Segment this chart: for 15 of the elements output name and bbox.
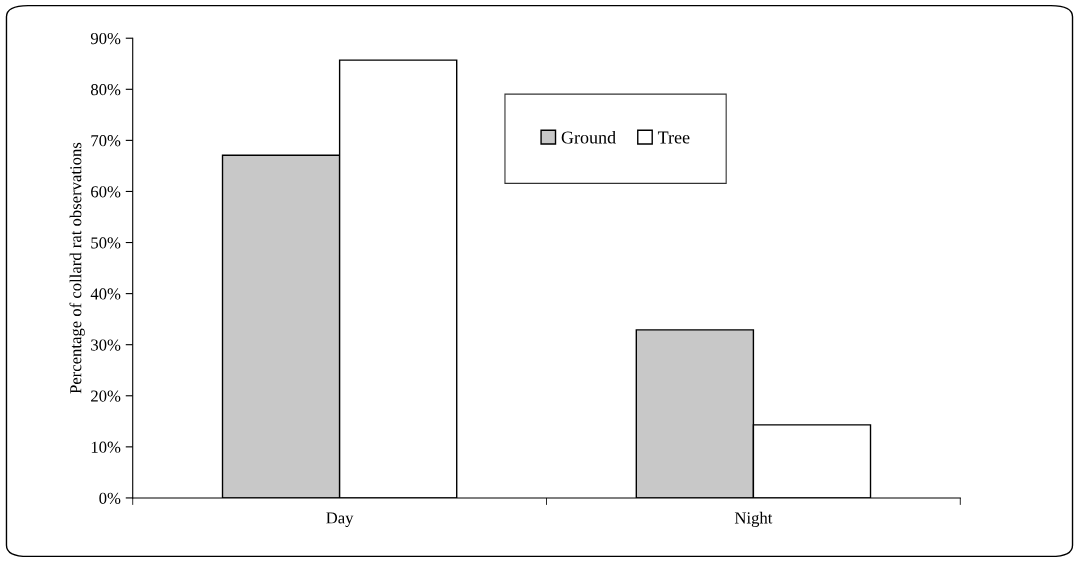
y-axis-title: Percentage of collard rat observations — [69, 142, 85, 394]
legend-label: Ground — [561, 130, 616, 144]
legend-label: Tree — [657, 131, 690, 144]
x-tick-label: Day — [326, 512, 354, 527]
y-tick-label: 30% — [91, 339, 121, 351]
y-tick-label: 90% — [90, 32, 121, 45]
y-tick-label: 80% — [91, 83, 121, 96]
y-tick-label: 60% — [91, 186, 121, 198]
y-tick-label: 20% — [91, 390, 121, 402]
y-tick-label: 50% — [91, 237, 121, 249]
y-tick-label: 10% — [91, 441, 121, 453]
y-tick-label: 40% — [90, 288, 121, 300]
y-tick-label: 0% — [99, 492, 121, 504]
x-tick-label: Night — [734, 511, 773, 527]
y-tick-label: 70% — [91, 135, 121, 147]
